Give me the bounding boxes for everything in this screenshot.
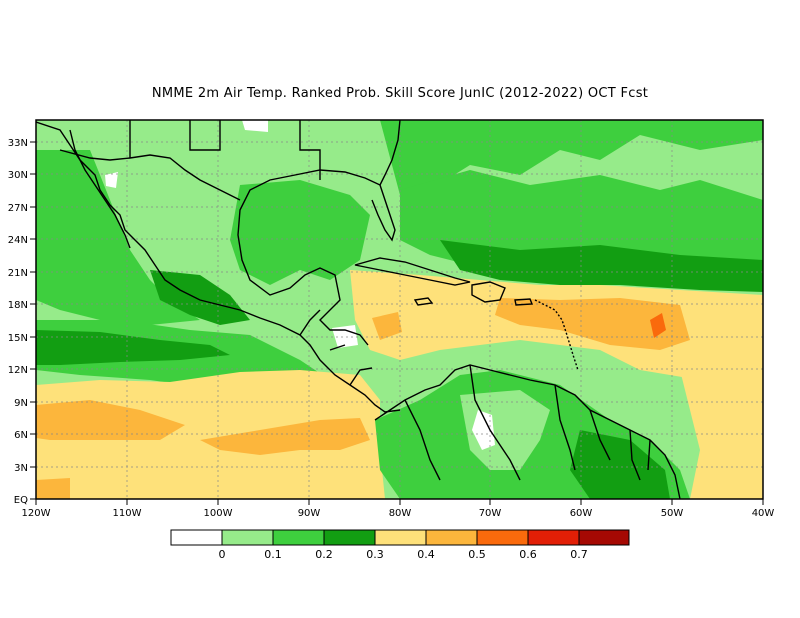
y-tick-label: 6N	[14, 430, 28, 441]
colorbar-label: 0.4	[417, 548, 435, 561]
y-tick-label: 24N	[8, 235, 28, 246]
field-atl-eq-yellow	[680, 365, 763, 499]
x-tick-label: 60W	[570, 508, 593, 519]
tick-marks	[30, 141, 764, 505]
field-atlantic-darkgreen	[440, 240, 763, 292]
gridlines	[36, 120, 763, 499]
skill-field	[36, 120, 763, 499]
colorbar-label: 0.5	[468, 548, 486, 561]
y-tick-label: EQ	[14, 495, 28, 506]
x-tick-label: 50W	[661, 508, 684, 519]
field-honduras-white	[332, 325, 358, 348]
coast-cuba	[354, 257, 471, 286]
y-tick-label: 3N	[14, 463, 28, 474]
border-us-mexico	[59, 149, 241, 201]
field-mexico-darkgreen	[150, 270, 250, 325]
y-tick-label: 21N	[8, 268, 28, 279]
coast-north-america	[36, 121, 401, 413]
colorbar	[170, 529, 630, 546]
coast-lesser-antilles	[534, 299, 579, 371]
y-tick-label: 18N	[8, 300, 28, 311]
colorbar-label: 0.2	[315, 548, 333, 561]
map-title: NMME 2m Air Temp. Ranked Prob. Skill Sco…	[151, 86, 649, 101]
field-atlantic-green	[380, 120, 763, 195]
y-tick-label: 30N	[8, 170, 28, 181]
colorbar-swatch	[374, 529, 427, 546]
field-redorange-spot	[650, 313, 666, 338]
x-tick-label: 120W	[22, 508, 51, 519]
colorbar-label: 0.1	[264, 548, 282, 561]
field-pacific-orange	[36, 400, 185, 440]
colorbar-label: 0.6	[519, 548, 537, 561]
field-pacific-green-n	[36, 150, 200, 325]
field-us-white	[242, 120, 268, 132]
field-pacific-orange-sw	[36, 478, 70, 499]
y-tick-label: 12N	[8, 365, 28, 376]
colorbar-swatch	[578, 529, 630, 546]
colorbar-swatch	[476, 529, 529, 546]
field-gulf-green	[230, 180, 370, 285]
coast-florida	[371, 184, 396, 242]
colorbar-swatch	[170, 529, 223, 546]
colorbar-swatch	[425, 529, 478, 546]
coast-puerto-rico	[514, 298, 534, 306]
colorbar-swatch	[527, 529, 580, 546]
field-samerica-dark	[570, 430, 670, 499]
x-tick-label: 80W	[389, 508, 412, 519]
x-tick-label: 70W	[479, 508, 502, 519]
x-tick-label: 110W	[113, 508, 142, 519]
field-mex-white	[105, 172, 118, 188]
coast-jamaica	[413, 297, 434, 306]
colorbar-swatch	[221, 529, 274, 546]
field-caribbean-orange-w	[372, 312, 402, 340]
field-pacific-orange-2	[200, 418, 370, 455]
x-tick-label: 40W	[752, 508, 775, 519]
coastlines	[36, 120, 681, 499]
colorbar-label: 0.7	[570, 548, 588, 561]
colorbar-label: 0	[219, 548, 226, 561]
border-central-america	[299, 309, 373, 386]
x-tick-label: 100W	[204, 508, 233, 519]
colorbar-swatch	[323, 529, 376, 546]
colorbar-swatch	[272, 529, 325, 546]
coast-hispaniola	[471, 281, 506, 303]
coast-gulf	[237, 120, 401, 346]
y-tick-label: 27N	[8, 203, 28, 214]
field-pacific-darkgreen	[36, 330, 230, 365]
border-us-canada-inner	[129, 120, 321, 180]
x-tick-label: 90W	[298, 508, 321, 519]
y-tick-label: 9N	[14, 398, 28, 409]
border-south-america	[404, 364, 651, 481]
y-tick-label: 33N	[8, 138, 28, 149]
field-samerica-light	[460, 390, 550, 470]
y-tick-label: 15N	[8, 333, 28, 344]
colorbar-label: 0.3	[366, 548, 384, 561]
field-samerica-white	[472, 410, 495, 450]
coast-baja	[69, 129, 131, 249]
